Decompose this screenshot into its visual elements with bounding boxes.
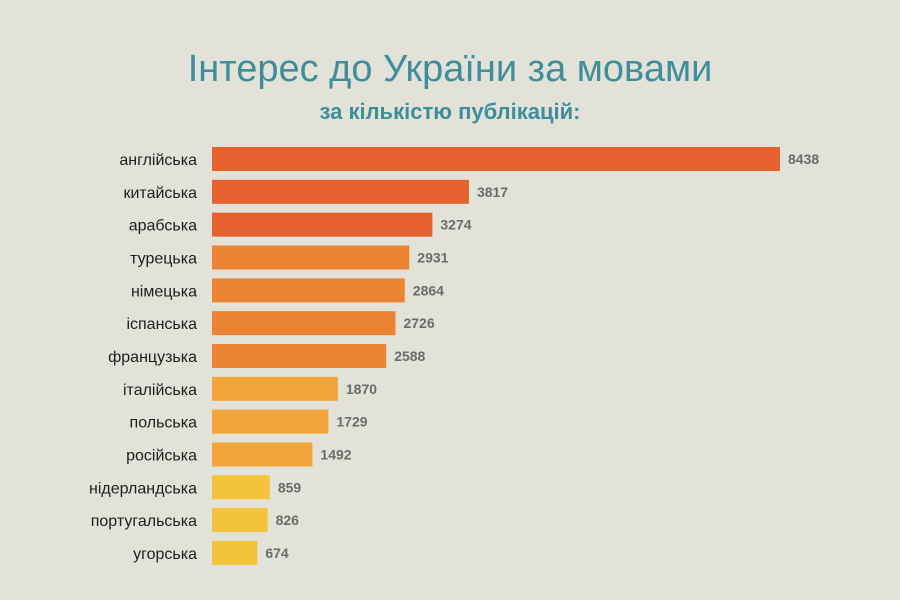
value-label: 3817 <box>477 184 508 200</box>
value-label: 859 <box>278 479 302 495</box>
value-label: 2588 <box>394 348 425 364</box>
category-label: французька <box>108 349 197 366</box>
value-label: 3274 <box>440 217 471 233</box>
value-label: 1492 <box>320 446 351 462</box>
category-label: арабська <box>129 218 197 235</box>
bar <box>212 409 329 434</box>
bar <box>212 343 387 368</box>
category-label: китайська <box>123 185 197 202</box>
bar <box>212 278 405 303</box>
category-label: угорська <box>133 546 197 563</box>
category-label: польська <box>130 415 198 432</box>
category-label: нідерландська <box>89 480 197 497</box>
category-label: німецька <box>131 283 197 300</box>
category-label: італійська <box>123 382 197 399</box>
bar <box>212 179 469 204</box>
category-label: португальська <box>91 513 197 530</box>
category-label: іспанська <box>126 316 197 333</box>
category-label: російська <box>126 447 197 464</box>
bar <box>212 508 268 533</box>
bar <box>212 311 396 336</box>
value-label: 674 <box>265 545 289 561</box>
value-label: 8438 <box>788 151 819 167</box>
bar <box>212 212 433 237</box>
value-label: 2864 <box>413 282 444 298</box>
value-label: 826 <box>276 512 300 528</box>
bar <box>212 442 313 467</box>
bar <box>212 376 338 401</box>
value-label: 2726 <box>403 315 434 331</box>
value-label: 1729 <box>336 414 367 430</box>
bar <box>212 475 270 500</box>
category-label: турецька <box>130 250 197 267</box>
bar <box>212 147 780 171</box>
bar <box>212 245 410 270</box>
bar <box>212 540 258 565</box>
chart-subtitle: за кількістю публікацій: <box>319 99 581 124</box>
category-label: англійська <box>119 152 197 169</box>
chart-title: Інтерес до України за мовами <box>187 48 713 90</box>
value-label: 1870 <box>346 381 377 397</box>
value-label: 2931 <box>417 249 448 265</box>
